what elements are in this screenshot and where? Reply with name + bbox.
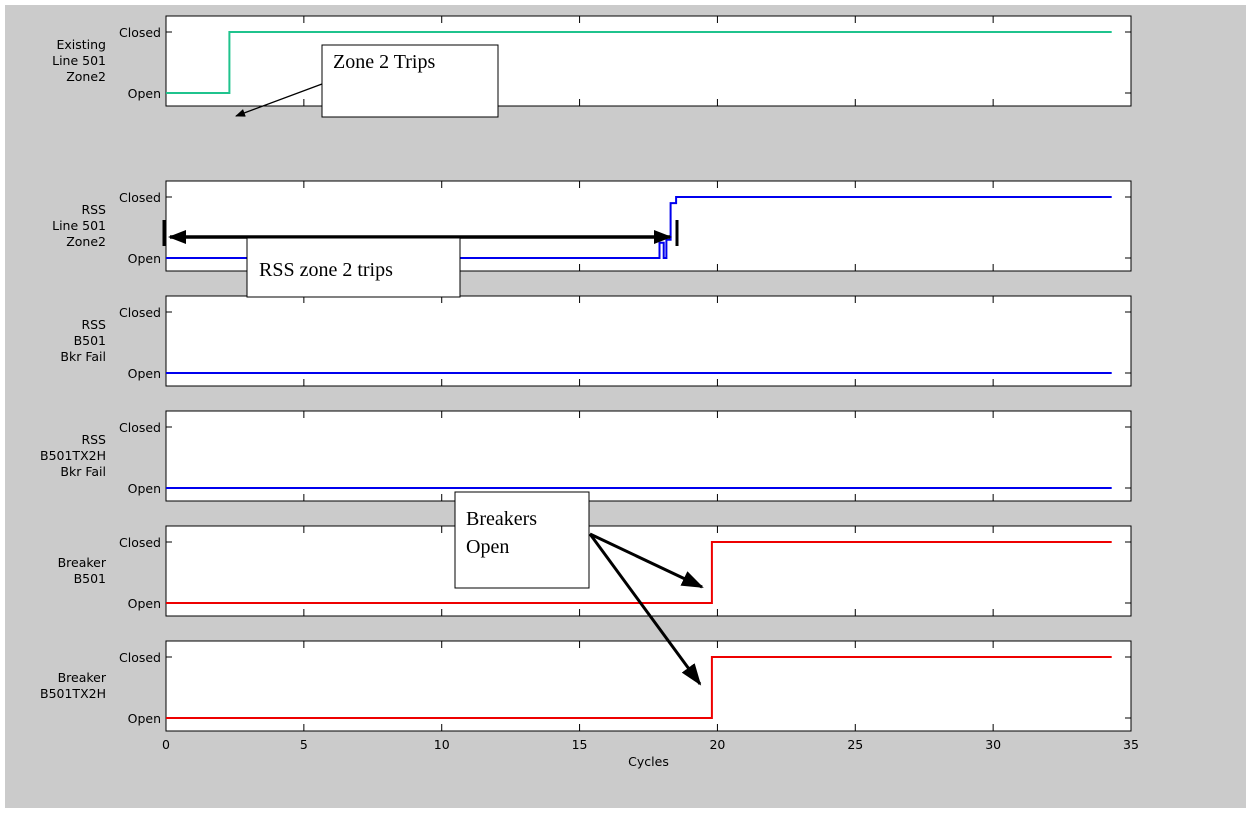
row-label-4: B501TX2H [40,448,106,463]
rss-label: RSS zone 2 trips [259,259,393,281]
row-label-1: Zone2 [66,69,106,84]
ytick-label-closed: Closed [119,305,161,320]
breakers-arrow-2 [588,533,702,686]
xtick-label: 10 [434,737,450,752]
panel-axes-4 [165,410,1132,502]
xtick-label: 5 [300,737,308,752]
zone2-arrow [235,83,323,117]
row-label-3: B501 [74,333,106,348]
ytick-label-closed: Closed [119,420,161,435]
ytick-label-closed: Closed [119,650,161,665]
breakers-arrow-1 [589,532,704,589]
row-label-6: B501TX2H [40,686,106,701]
x-axis-label: Cycles [628,754,669,769]
series-line-1 [166,31,1112,94]
row-label-6: Breaker [58,670,107,685]
breakers-label-line2: Open [466,536,509,558]
series-line-5 [166,541,1112,604]
panel-axes-3 [165,295,1132,387]
row-label-5: Breaker [58,555,107,570]
xtick-label: 15 [572,737,588,752]
series-line-6 [166,656,1112,719]
ytick-label-open: Open [128,86,161,101]
ytick-label-closed: Closed [119,535,161,550]
ytick-label-closed: Closed [119,190,161,205]
row-label-4: Bkr Fail [60,464,106,479]
row-label-1: Existing [56,37,106,52]
xtick-label: 35 [1123,737,1139,752]
row-label-4: RSS [81,432,106,447]
panel-axes-1 [165,15,1132,107]
rss-box [246,237,461,298]
row-label-3: Bkr Fail [60,349,106,364]
breakers-box [454,491,590,589]
ytick-label-open: Open [128,596,161,611]
ytick-label-open: Open [128,481,161,496]
row-label-1: Line 501 [52,53,106,68]
row-label-2: RSS [81,202,106,217]
row-label-3: RSS [81,317,106,332]
breakers-label-line1: Breakers [466,508,537,530]
ytick-label-open: Open [128,366,161,381]
xtick-label: 25 [847,737,863,752]
row-label-2: Line 501 [52,218,106,233]
row-label-2: Zone2 [66,234,106,249]
series-line-2 [166,196,1112,259]
xtick-label: 30 [985,737,1001,752]
xtick-label: 0 [162,737,170,752]
row-label-5: B501 [74,571,106,586]
ytick-label-closed: Closed [119,25,161,40]
zone2-box [321,44,499,118]
xtick-label: 20 [709,737,725,752]
ytick-label-open: Open [128,251,161,266]
zone2-label: Zone 2 Trips [333,51,435,73]
ytick-label-open: Open [128,711,161,726]
